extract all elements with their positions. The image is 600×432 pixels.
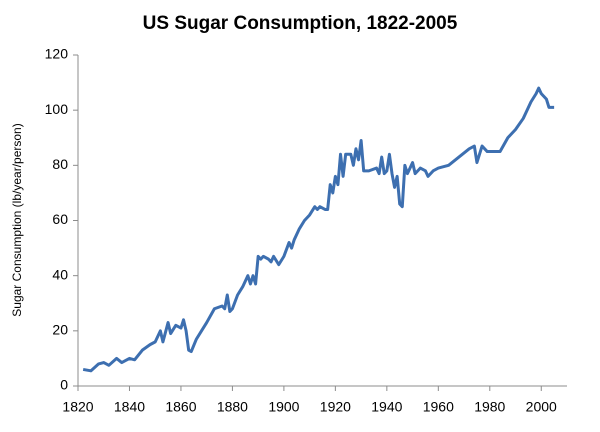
y-axis-label: Sugar Consumption (lb/year/person) — [10, 123, 24, 316]
x-tick-label: 1940 — [371, 399, 402, 415]
y-tick-label: 100 — [45, 101, 69, 117]
x-tick-label: 1840 — [114, 399, 145, 415]
x-tick-label: 1880 — [217, 399, 248, 415]
x-tick-label: 1960 — [423, 399, 454, 415]
y-tick-label: 60 — [52, 211, 68, 227]
x-tick-label: 1820 — [62, 399, 93, 415]
y-tick-label: 40 — [52, 266, 68, 282]
plot-area: 0 20 40 60 80 100 120 1820 1840 1860 1880 1900 1920 1… — [45, 46, 567, 415]
x-tick-label: 1920 — [320, 399, 351, 415]
y-tick-label: 120 — [45, 46, 69, 62]
x-tick-label: 1900 — [268, 399, 299, 415]
y-tick-label: 0 — [60, 377, 68, 393]
x-tick-label: 1860 — [165, 399, 196, 415]
data-line — [82, 86, 555, 373]
x-tick-label: 1980 — [474, 399, 505, 415]
x-tick-label: 2000 — [526, 399, 557, 415]
y-tick-label: 80 — [52, 156, 68, 172]
y-tick-label: 20 — [52, 322, 68, 338]
chart-title: US Sugar Consumption, 1822-2005 — [143, 13, 458, 34]
